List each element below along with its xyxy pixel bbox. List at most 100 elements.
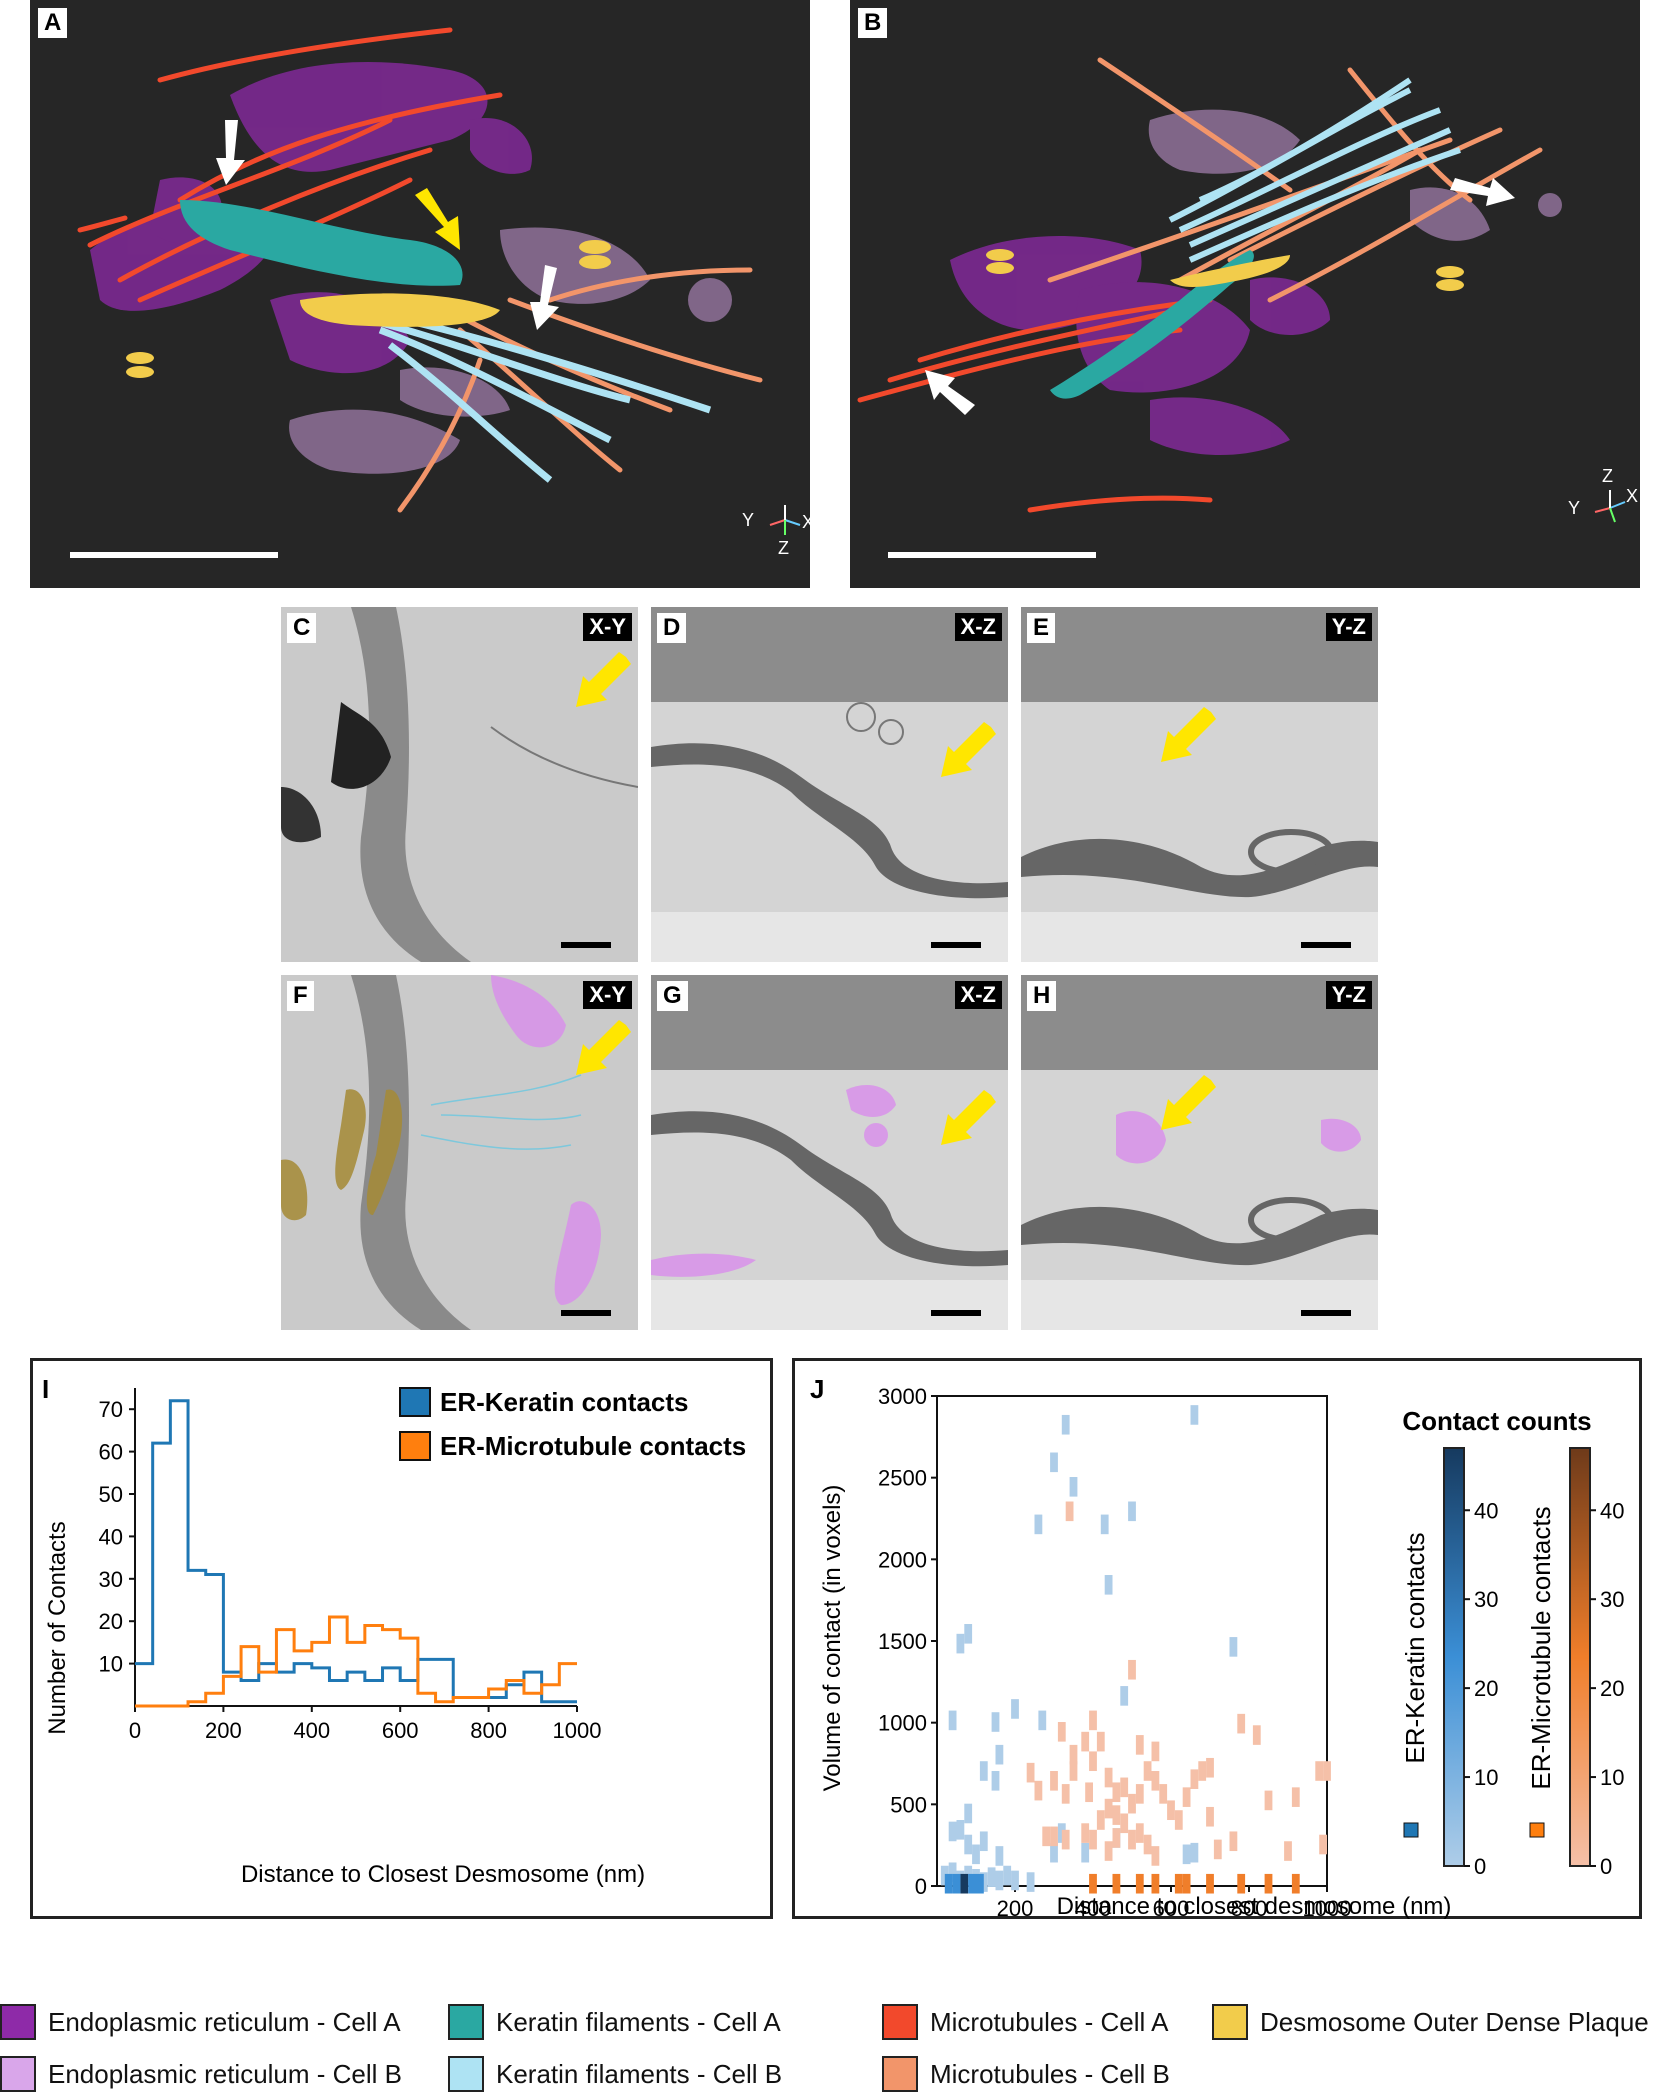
heatmap-cell [1174,1810,1183,1830]
heatmap-cell [976,1873,984,1894]
heatmap-cell [1050,1452,1058,1473]
panel-b-3d-render [857,57,1626,523]
heatmap-cell [1182,1787,1191,1807]
panel-e-em-slice: E Y-Z [1021,607,1378,962]
heatmap-cell [1128,1793,1136,1814]
heatmap-cell [1291,1873,1300,1894]
scale-bar [931,942,981,948]
y-tick-label: 50 [99,1482,123,1507]
heatmap-cell [1104,1798,1113,1819]
colorbar [1443,1447,1465,1867]
panel-c-label: C [287,613,317,643]
heatmap-cell [1026,1872,1035,1892]
colorbar-tick-label: 20 [1600,1676,1624,1701]
heatmap-cell [964,1803,973,1824]
heatmap-cell [1143,1834,1152,1855]
panel-f-label: F [287,981,314,1011]
y-tick-label: 70 [99,1397,123,1422]
heatmap-cell [968,1873,976,1894]
heatmap-cell [1120,1813,1129,1834]
legend-label: Keratin filaments - Cell B [496,2058,783,2089]
heatmap-cell [1264,1790,1273,1811]
y-tick-label: 0 [915,1874,927,1899]
heatmap-cell [1011,1870,1019,1891]
y-tick-label: 2000 [878,1547,927,1572]
scale-bar [1301,942,1351,948]
legend-item: Endoplasmic reticulum - Cell A [0,2004,401,2040]
heatmap-cell [1050,1771,1058,1791]
heatmap-cell [1081,1823,1090,1843]
scale-bar [561,942,611,948]
legend-swatch [0,2004,36,2040]
heatmap-cell [1229,1831,1238,1852]
heatmap-cell [995,1870,1004,1891]
heatmap-cell [1174,1873,1183,1894]
y-axis-title: Number of Contacts [44,1521,71,1734]
panel-e-plane: Y-Z [1325,613,1372,641]
heatmap-cell [1061,1784,1070,1804]
colorbar-tick-label: 30 [1600,1587,1624,1612]
colorbar-title: Contact counts [1402,1406,1591,1436]
heatmap-cell [1206,1806,1214,1827]
panel-d-em-slice: D X-Z [651,607,1008,962]
y-tick-label: 60 [99,1440,123,1465]
panel-c-plane: X-Y [583,613,632,641]
heatmap-cell [1135,1735,1144,1755]
heatmap-cell [960,1873,969,1894]
heatmap-cell [1151,1873,1160,1894]
heatmap-cell [1159,1784,1168,1804]
heatmap-cell [1151,1741,1160,1762]
heatmap-cell [1128,1501,1136,1522]
arrow-icon [576,652,631,707]
legend-label: Endoplasmic reticulum - Cell A [48,2006,401,2037]
x-tick-label: 0 [129,1718,141,1743]
legend-item: Desmosome Outer Dense Plaque [1212,2004,1649,2040]
colorbar-tick-label: 10 [1600,1765,1624,1790]
heatmap-cell [1135,1873,1144,1894]
legend-swatch [882,2056,918,2092]
x-tick-label: 1000 [1303,1896,1352,1919]
heatmap-cell [979,1831,988,1852]
heatmap-cell [1081,1731,1090,1752]
heatmap-cell [1100,1514,1109,1535]
heatmap-cell [1069,1744,1078,1765]
heatmap-cell [1104,1841,1113,1861]
heatmap-cell [1128,1829,1136,1850]
axes-triad-icon [769,505,801,535]
x-tick-label: 800 [470,1718,507,1743]
legend-label: ER-Microtubule contacts [440,1431,746,1461]
x-axis-title: Distance to closest desmosome (nm) [1057,1893,1452,1919]
legend-item: Endoplasmic reticulum - Cell B [0,2056,402,2092]
heatmap-cell [972,1844,980,1865]
axis-y-label: Y [742,510,755,530]
heatmap-cell [956,1633,965,1654]
heatmap-cell [1128,1659,1136,1680]
panel-h-plane: Y-Z [1325,981,1372,1009]
x-tick-label: 200 [205,1718,242,1743]
heatmap-cell [1190,1405,1199,1425]
arrow-icon [216,120,559,330]
heatmap-cell [1042,1826,1051,1847]
axis-z-label: Z [1602,466,1613,486]
legend-label: Endoplasmic reticulum - Cell B [48,2058,403,2089]
scale-bar [70,552,278,558]
legend-label: Microtubules - Cell B [930,2058,1170,2089]
scale-bar [1301,1310,1351,1316]
heatmap-cell [1050,1826,1058,1847]
heatmap-cell [1112,1873,1121,1894]
heatmap-cell [1061,1414,1070,1435]
heatmap-cell [1026,1762,1035,1783]
heatmap-cell [1213,1839,1222,1860]
heatmap-cell [948,1862,957,1883]
colorbar-tick-label: 40 [1600,1498,1624,1523]
colorbar-tick-label: 40 [1474,1498,1498,1523]
y-tick-label: 1000 [878,1711,927,1736]
legend-label: Keratin filaments - Cell A [496,2006,781,2037]
heatmap-cell [1003,1865,1012,1886]
axis-x-label: X [1626,486,1639,506]
y-tick-label: 20 [99,1609,123,1634]
heatmap-cell [1252,1725,1261,1745]
heatmap-cell [979,1872,988,1892]
heatmap-cell [991,1771,1000,1791]
series-line [135,1615,577,1708]
